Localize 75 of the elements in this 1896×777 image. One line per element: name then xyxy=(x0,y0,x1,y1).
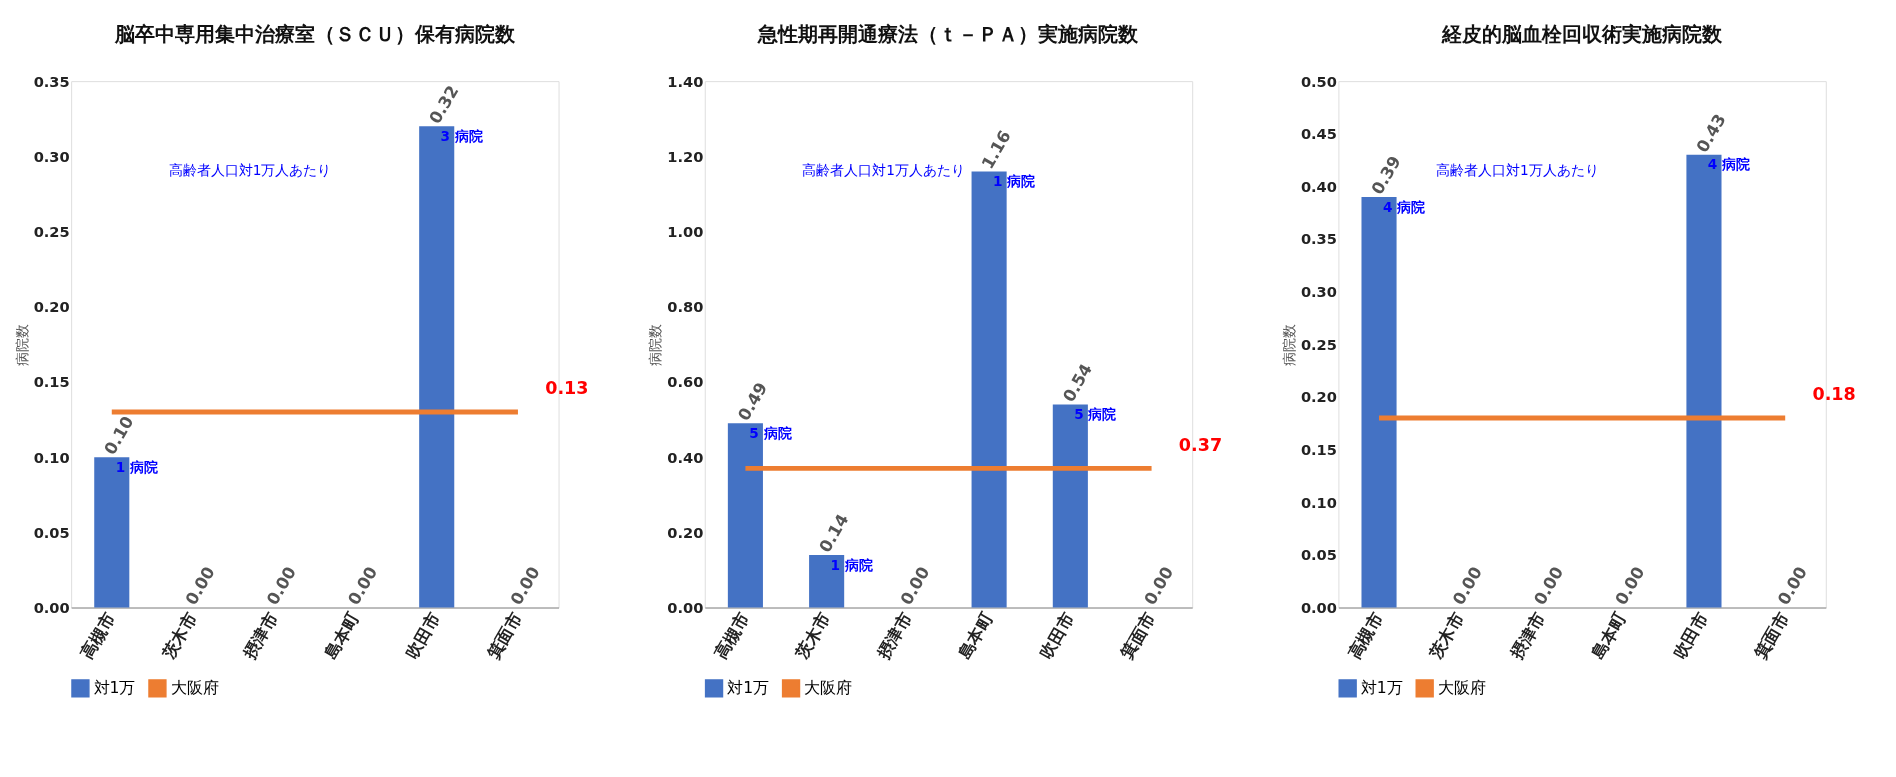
chart-title: 脳卒中専用集中治療室（ＳＣＵ）保有病院数 xyxy=(113,22,516,47)
y-tick-label: 1.40 xyxy=(667,72,704,90)
x-tick-label: 箕面市 xyxy=(1116,608,1160,664)
y-tick-label: 0.40 xyxy=(1300,177,1337,195)
x-tick-label: 島本町 xyxy=(954,608,997,663)
chart-title: 経皮的脳血栓回収術実施病院数 xyxy=(1441,22,1724,47)
x-tick-label: 吹田市 xyxy=(402,608,445,663)
legend-label: 大阪府 xyxy=(170,679,219,698)
y-tick-label: 0.00 xyxy=(667,598,704,616)
y-tick-label: 0.20 xyxy=(33,298,70,316)
x-tick-label: 島本町 xyxy=(1588,608,1631,663)
legend-label: 対1万 xyxy=(93,679,136,698)
x-tick-label: 箕面市 xyxy=(1750,608,1793,664)
x-tick-label: 茨木市 xyxy=(1425,608,1468,664)
x-tick-label: 吹田市 xyxy=(1669,608,1712,663)
x-tick-label: 茨木市 xyxy=(158,608,201,664)
bar xyxy=(1052,404,1088,608)
legend-label: 大阪府 xyxy=(804,679,853,698)
annotation: 5 病院 xyxy=(749,424,792,441)
y-axis-title: 病院数 xyxy=(647,323,664,366)
y-tick-label: 0.00 xyxy=(1300,598,1337,616)
annotation: 4 病院 xyxy=(1707,156,1751,173)
data-label: 0.37 xyxy=(1178,434,1223,455)
y-axis-title: 病院数 xyxy=(1281,323,1298,366)
y-tick-label: 0.20 xyxy=(1300,388,1337,406)
y-tick-label: 0.45 xyxy=(1300,125,1337,143)
bar xyxy=(727,423,763,608)
x-tick-label: 茨木市 xyxy=(791,608,835,664)
y-tick-label: 0.80 xyxy=(667,298,704,316)
legend-label: 大阪府 xyxy=(1437,679,1486,698)
legend-label: 対1万 xyxy=(1360,679,1403,698)
y-tick-label: 0.60 xyxy=(667,373,704,391)
y-tick-label: 1.00 xyxy=(667,222,704,240)
x-tick-label: 摂津市 xyxy=(873,608,916,664)
y-tick-label: 0.25 xyxy=(1300,335,1337,353)
annotation: 3 病院 xyxy=(440,127,483,144)
y-tick-label: 0.30 xyxy=(1300,283,1337,301)
y-tick-label: 0.10 xyxy=(1300,493,1337,511)
bar xyxy=(809,554,845,608)
y-tick-label: 0.50 xyxy=(1300,72,1337,90)
x-tick-label: 高槻市 xyxy=(1344,608,1387,663)
annotation: 高齢者人口対1万人あたり xyxy=(802,161,965,178)
x-tick-label: 高槻市 xyxy=(77,608,120,663)
annotation: 1 病院 xyxy=(830,556,873,573)
y-tick-label: 0.05 xyxy=(33,523,70,541)
data-label: 0.18 xyxy=(1812,384,1856,405)
y-tick-label: 0.40 xyxy=(667,448,704,466)
x-tick-label: 摂津市 xyxy=(239,608,282,664)
y-tick-label: 0.00 xyxy=(33,598,70,616)
x-tick-label: 箕面市 xyxy=(483,608,526,664)
annotation: 1 病院 xyxy=(993,173,1036,189)
x-tick-label: 高槻市 xyxy=(711,608,754,663)
data-label: 0.13 xyxy=(545,378,589,399)
annotation: 高齢者人口対1万人あたり xyxy=(168,161,332,178)
y-tick-label: 0.20 xyxy=(667,523,704,541)
legend-label: 対1万 xyxy=(727,679,770,698)
annotation: 1 病院 xyxy=(115,458,158,475)
x-tick-label: 島本町 xyxy=(321,608,364,663)
annotation: 高齢者人口対1万人あたり xyxy=(1435,161,1599,178)
annotation: 5 病院 xyxy=(1074,406,1117,423)
y-tick-label: 0.25 xyxy=(33,222,70,240)
y-tick-label: 0.10 xyxy=(33,448,70,466)
y-tick-label: 0.30 xyxy=(33,147,70,165)
y-tick-label: 0.35 xyxy=(33,72,70,90)
y-tick-label: 1.20 xyxy=(667,147,704,165)
y-tick-label: 0.15 xyxy=(1300,440,1337,458)
y-axis-title: 病院数 xyxy=(13,323,30,366)
annotation: 4 病院 xyxy=(1382,198,1426,215)
bar xyxy=(971,171,1007,608)
y-tick-label: 0.05 xyxy=(1300,546,1337,564)
x-tick-label: 摂津市 xyxy=(1506,608,1550,664)
x-tick-label: 吹田市 xyxy=(1036,608,1079,663)
chart-title: 急性期再開通療法（ｔ－ＰＡ）実施病院数 xyxy=(757,22,1140,47)
y-tick-label: 0.15 xyxy=(33,373,70,391)
y-tick-label: 0.35 xyxy=(1300,230,1337,248)
